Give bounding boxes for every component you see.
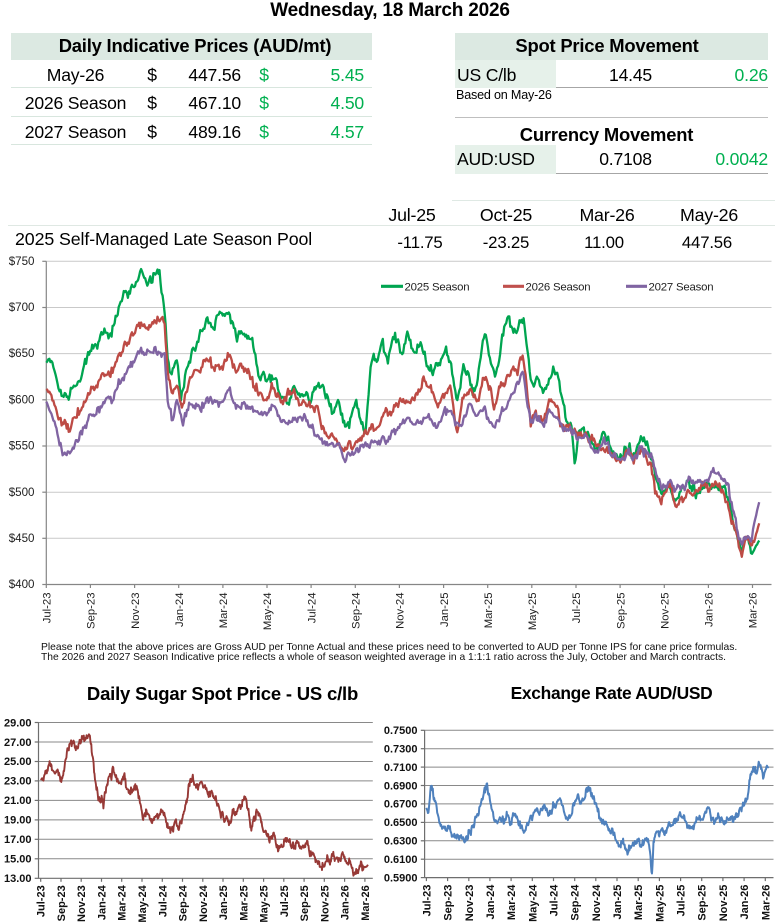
- svg-text:Jul-25: Jul-25: [676, 885, 688, 917]
- svg-text:0.6500: 0.6500: [384, 817, 418, 829]
- svg-text:Sep-24: Sep-24: [570, 884, 582, 921]
- svg-text:0.6700: 0.6700: [384, 799, 418, 811]
- svg-text:0.6100: 0.6100: [384, 854, 418, 866]
- svg-text:Jan-24: Jan-24: [97, 884, 109, 920]
- svg-text:$500: $500: [9, 486, 35, 499]
- svg-text:Sep-23: Sep-23: [56, 885, 68, 921]
- svg-text:Jul-24: Jul-24: [306, 593, 318, 624]
- svg-text:$600: $600: [9, 393, 35, 406]
- svg-text:19.00: 19.00: [4, 815, 32, 827]
- svg-text:Sep-24: Sep-24: [351, 593, 363, 629]
- svg-text:$550: $550: [9, 440, 35, 453]
- svg-text:Jul-25: Jul-25: [571, 593, 583, 624]
- svg-text:$650: $650: [9, 347, 35, 360]
- svg-text:0.7300: 0.7300: [384, 744, 418, 756]
- svg-text:Sep-23: Sep-23: [86, 593, 98, 629]
- svg-text:Sep-23: Sep-23: [443, 885, 455, 921]
- svg-text:Jul-24: Jul-24: [549, 884, 561, 917]
- svg-text:Jan-25: Jan-25: [612, 885, 624, 920]
- svg-text:0.7500: 0.7500: [384, 725, 418, 737]
- svg-text:$400: $400: [9, 578, 35, 591]
- svg-text:Nov-25: Nov-25: [718, 885, 730, 922]
- svg-text:0.5900: 0.5900: [384, 872, 418, 884]
- svg-text:Mar-26: Mar-26: [360, 885, 372, 920]
- svg-text:17.00: 17.00: [4, 834, 32, 846]
- svg-text:Jul-23: Jul-23: [36, 885, 48, 917]
- svg-text:May-24: May-24: [137, 884, 149, 922]
- svg-text:Mar-25: Mar-25: [483, 593, 495, 629]
- svg-text:Jan-26: Jan-26: [739, 885, 751, 920]
- svg-text:Mar-26: Mar-26: [760, 885, 772, 920]
- svg-text:May-25: May-25: [259, 885, 271, 922]
- svg-text:2025 Season: 2025 Season: [405, 281, 470, 293]
- svg-text:Jul-23: Jul-23: [42, 593, 54, 624]
- svg-text:Nov-24: Nov-24: [198, 884, 210, 922]
- svg-text:Nov-23: Nov-23: [130, 593, 142, 629]
- svg-text:Jul-23: Jul-23: [421, 885, 433, 917]
- svg-text:25.00: 25.00: [4, 756, 32, 768]
- svg-text:0.6300: 0.6300: [384, 836, 418, 848]
- svg-text:May-25: May-25: [527, 593, 539, 631]
- svg-text:Mar-26: Mar-26: [748, 593, 760, 629]
- svg-text:Mar-25: Mar-25: [633, 885, 645, 920]
- svg-text:Jul-25: Jul-25: [279, 885, 291, 917]
- svg-text:Sep-25: Sep-25: [299, 885, 311, 921]
- svg-text:Sep-25: Sep-25: [697, 885, 709, 921]
- svg-text:$700: $700: [9, 301, 35, 314]
- svg-text:May-24: May-24: [527, 884, 539, 922]
- svg-text:Sep-24: Sep-24: [178, 884, 190, 921]
- svg-text:Mar-24: Mar-24: [218, 593, 230, 629]
- svg-text:2026 Season: 2026 Season: [526, 281, 591, 293]
- svg-text:23.00: 23.00: [4, 776, 32, 788]
- svg-text:Nov-23: Nov-23: [464, 885, 476, 922]
- svg-text:Sep-25: Sep-25: [615, 593, 627, 629]
- svg-text:13.00: 13.00: [4, 873, 32, 885]
- svg-text:29.00: 29.00: [4, 717, 32, 729]
- svg-text:Mar-24: Mar-24: [117, 884, 129, 920]
- svg-text:15.00: 15.00: [4, 854, 32, 866]
- svg-text:Jan-26: Jan-26: [340, 885, 352, 920]
- svg-text:Nov-25: Nov-25: [660, 593, 672, 629]
- svg-text:May-24: May-24: [262, 593, 274, 631]
- svg-text:Nov-25: Nov-25: [319, 885, 331, 922]
- svg-text:Jan-25: Jan-25: [218, 885, 230, 920]
- svg-text:Jan-24: Jan-24: [174, 593, 186, 628]
- svg-text:Jul-24: Jul-24: [157, 884, 169, 917]
- svg-text:Jan-25: Jan-25: [439, 593, 451, 628]
- svg-text:Nov-24: Nov-24: [591, 884, 603, 922]
- svg-text:Nov-23: Nov-23: [76, 885, 88, 922]
- svg-text:Mar-24: Mar-24: [506, 884, 518, 920]
- svg-text:2027 Season: 2027 Season: [649, 281, 714, 293]
- svg-text:Mar-25: Mar-25: [238, 885, 250, 920]
- svg-text:Jan-26: Jan-26: [704, 593, 716, 628]
- svg-text:27.00: 27.00: [4, 737, 32, 749]
- svg-text:$450: $450: [9, 532, 35, 545]
- svg-text:0.6900: 0.6900: [384, 780, 418, 792]
- svg-text:$750: $750: [9, 255, 35, 268]
- svg-text:21.00: 21.00: [4, 795, 32, 807]
- svg-text:0.7100: 0.7100: [384, 762, 418, 774]
- svg-text:Jan-24: Jan-24: [485, 884, 497, 920]
- svg-text:May-25: May-25: [654, 885, 666, 922]
- svg-text:Nov-24: Nov-24: [395, 593, 407, 629]
